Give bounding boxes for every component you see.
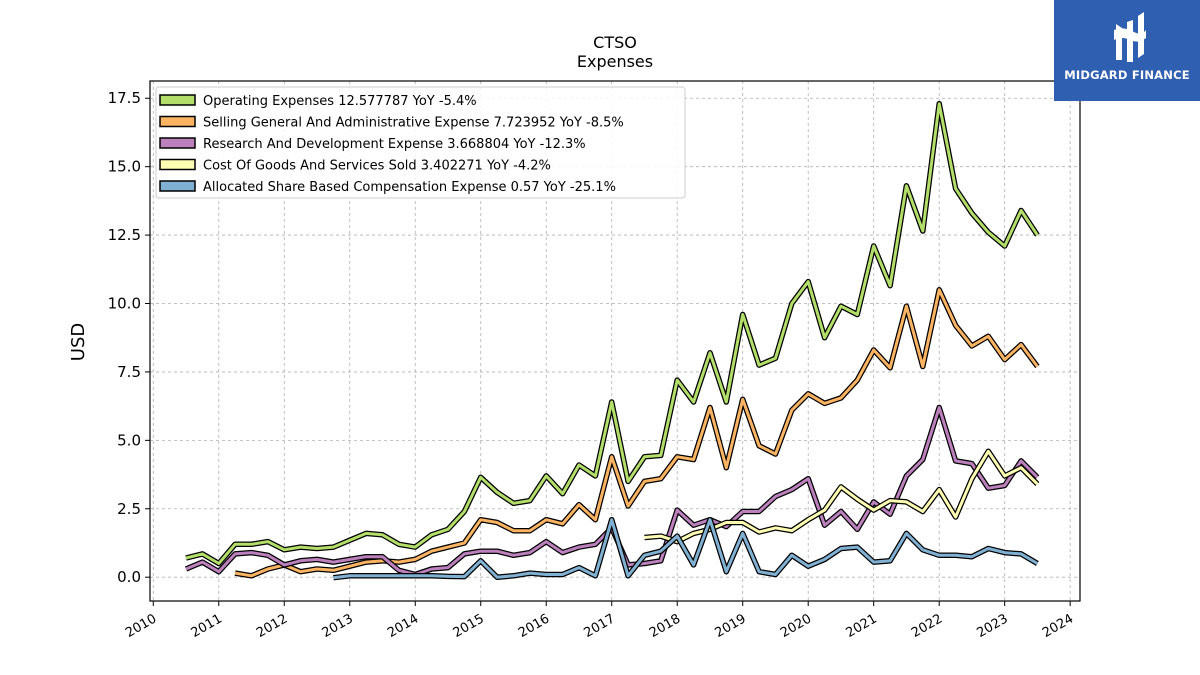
x-tick-label: 2018	[647, 611, 683, 641]
chart-title: CTSO	[593, 33, 637, 52]
x-tick-label: 2020	[778, 611, 814, 641]
x-tick-label: 2013	[320, 611, 356, 641]
series-line-selling-general-and-administrative-expense	[234, 288, 1039, 578]
y-tick-label: 12.5	[108, 226, 141, 244]
x-tick-label: 2016	[516, 611, 552, 641]
legend-box	[155, 86, 686, 199]
legend-label: Allocated Share Based Compensation Expen…	[203, 180, 616, 195]
x-tick-label: 2017	[582, 611, 618, 641]
x-tick-label: 2024	[1040, 611, 1076, 641]
x-tick-label: 2014	[385, 611, 421, 641]
y-axis-label: USD	[68, 323, 89, 361]
brand-logo: MIDGARD FINANCE	[1054, 0, 1200, 101]
x-tick-label: 2023	[975, 611, 1011, 641]
y-tick-label: 5.0	[117, 431, 141, 449]
series-line-outline-selling-general-and-administrative-expense	[234, 287, 1040, 579]
y-tick-label: 2.5	[117, 500, 141, 518]
x-tick-label: 2022	[909, 611, 945, 641]
y-tick-label: 7.5	[117, 363, 141, 381]
x-tick-label: 2011	[189, 611, 225, 641]
legend: Operating Expenses 12.577787 YoY -5.4% Se…	[155, 86, 686, 199]
series-lines	[184, 100, 1040, 581]
chart-subtitle: Expenses	[577, 52, 653, 71]
y-axis: 0.0 2.5 5.0 7.5 10.0 12.5 15.0 17.5	[108, 89, 150, 586]
brand-name: MIDGARD FINANCE	[1064, 68, 1190, 82]
legend-swatch	[159, 137, 196, 149]
series-line-cost-of-goods-and-services-sold	[644, 449, 1039, 544]
x-tick-label: 2019	[713, 611, 749, 641]
x-axis: 2010 2011 2012 2013 2014 2015 2016 2017 2018 2019…	[123, 601, 1076, 641]
y-tick-label: 17.5	[108, 89, 141, 107]
x-tick-label: 2015	[451, 611, 487, 641]
y-tick-label: 10.0	[108, 295, 141, 313]
x-tick-label: 2010	[123, 611, 159, 641]
plot-frame	[149, 80, 1081, 602]
x-tick-label: 2021	[844, 611, 880, 641]
legend-swatch	[159, 158, 196, 171]
midgard-logo-icon	[1114, 12, 1146, 62]
y-tick-label: 0.0	[117, 568, 141, 586]
legend-swatch	[159, 94, 196, 106]
legend-label: Cost Of Goods And Services Sold 3.402271…	[203, 159, 551, 174]
series-line-operating-expenses	[185, 102, 1039, 565]
legend-swatch	[159, 115, 196, 128]
legend-label: Operating Expenses 12.577787 YoY -5.4%	[203, 94, 477, 109]
legend-label: Research And Development Expense 3.66880…	[203, 137, 586, 152]
legend-label: Selling General And Administrative Expen…	[203, 116, 624, 131]
y-tick-label: 15.0	[108, 158, 141, 176]
x-tick-label: 2012	[254, 611, 290, 641]
series-line-allocated-share-based-compensation-expense	[333, 518, 1039, 580]
legend-swatch	[159, 180, 196, 192]
